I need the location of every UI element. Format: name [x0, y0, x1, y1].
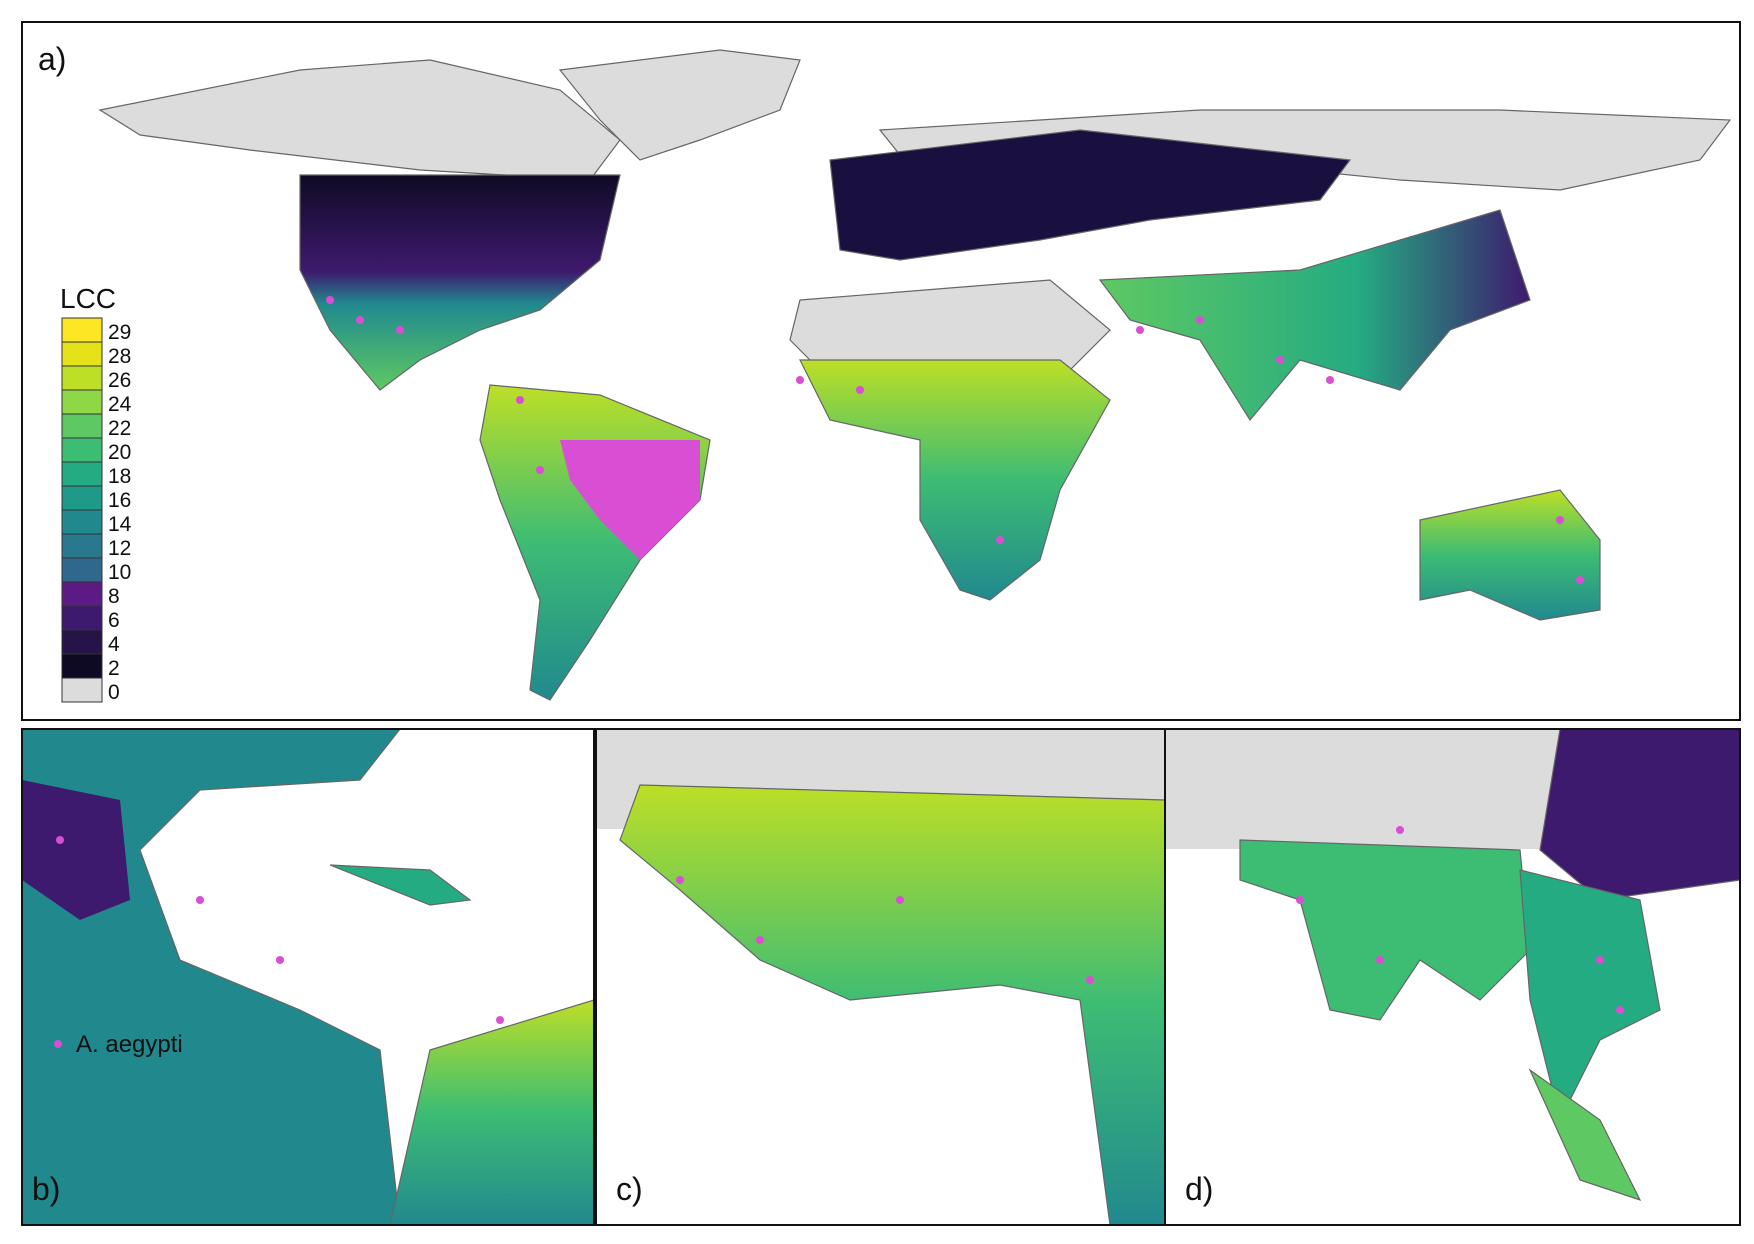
occurrence-dot [396, 326, 404, 334]
occurrence-dot [326, 296, 334, 304]
legend-swatch [61, 605, 103, 631]
legend-label: 29 [108, 321, 131, 344]
land-greenland [558, 49, 801, 161]
occurrence-dot [56, 836, 64, 844]
panel-b: A. aegypti b) [21, 728, 595, 1226]
legend-swatch [61, 557, 103, 583]
legend-label: 2 [108, 657, 120, 680]
occurrence-dot [676, 876, 684, 884]
panel-frame [21, 728, 595, 1226]
occurrence-dot [536, 466, 544, 474]
occurrence-dot [1376, 956, 1384, 964]
occurrence-dot [516, 396, 524, 404]
legend-swatch [61, 389, 103, 415]
occurrence-dot [1196, 316, 1204, 324]
legend-label: 28 [108, 345, 131, 368]
legend-label: 10 [108, 561, 131, 584]
legend-label: 6 [108, 609, 120, 632]
panel-label: c) [616, 1171, 643, 1207]
occurrence-dot [1296, 896, 1304, 904]
land-china [1539, 729, 1740, 901]
panel-frame [1164, 728, 1741, 1226]
occurrence-dot [1616, 1006, 1624, 1014]
occurrence-dot [196, 896, 204, 904]
legend-label: 18 [108, 465, 131, 488]
land-colombia [389, 999, 594, 1225]
legend-marker [54, 1040, 62, 1048]
panel-d: d) [1164, 728, 1741, 1226]
legend-swatch [61, 365, 103, 391]
occurrence-dot [1086, 976, 1094, 984]
legend-swatch [61, 413, 103, 439]
occurrence-dot [496, 1016, 504, 1024]
legend-swatch [61, 653, 103, 679]
legend-label: 24 [108, 393, 132, 416]
panel-label: d) [1185, 1171, 1213, 1207]
legend-label: 26 [108, 369, 131, 392]
legend-label: A. aegypti [76, 1031, 183, 1058]
legend-label: 12 [108, 537, 131, 560]
legend-swatch [61, 533, 103, 559]
occurrence-dot [1576, 576, 1584, 584]
land-south-asia [1098, 209, 1531, 422]
legend-swatch [61, 461, 103, 487]
legend-label: 14 [108, 513, 132, 536]
land-mexico [22, 780, 130, 920]
occurrence-dot [896, 896, 904, 904]
legend-swatch [61, 485, 103, 511]
land-west-africa [619, 784, 1165, 1225]
panel-label: a) [38, 41, 66, 77]
legend-swatch [61, 677, 103, 703]
legend-title: LCC [60, 283, 116, 314]
legend-swatch [61, 341, 103, 367]
land-north-america [299, 174, 621, 391]
legend-label: 8 [108, 585, 120, 608]
legend-swatch [61, 317, 103, 343]
land-europe [829, 129, 1352, 261]
occurrence-dot [1396, 826, 1404, 834]
occurrence-dot [1136, 326, 1144, 334]
legend-swatch [61, 629, 103, 655]
occurrence-dot [356, 316, 364, 324]
occurrence-dot [1276, 356, 1284, 364]
land-australia [1419, 489, 1601, 621]
legend-label: 4 [108, 633, 120, 656]
occurrence-dot [756, 936, 764, 944]
panel-frame [21, 21, 1741, 721]
land-indochina [1519, 869, 1661, 1122]
panel-label: b) [32, 1171, 60, 1207]
occurrence-dot [1326, 376, 1334, 384]
legend-swatch [61, 509, 103, 535]
legend-swatch [61, 437, 103, 463]
land-africa [799, 359, 1111, 601]
land-arctic [98, 59, 621, 181]
legend-label: 0 [108, 681, 120, 704]
occurrence-dot [276, 956, 284, 964]
occurrence-dot [1596, 956, 1604, 964]
occurrence-dot [856, 386, 864, 394]
land-india [1239, 839, 1531, 1021]
land-cuba [329, 864, 472, 906]
legend-label: 22 [108, 417, 131, 440]
occurrence-cluster [560, 440, 700, 560]
legend-swatch [61, 581, 103, 607]
land-sumatra [1528, 1068, 1642, 1202]
occurrence-dot [1556, 516, 1564, 524]
occurrence-dot [796, 376, 804, 384]
panel-c: c) [595, 728, 1166, 1226]
occurrence-dot [616, 466, 624, 474]
legend-label: 20 [108, 441, 131, 464]
legend-label: 16 [108, 489, 131, 512]
occurrence-dot [996, 536, 1004, 544]
